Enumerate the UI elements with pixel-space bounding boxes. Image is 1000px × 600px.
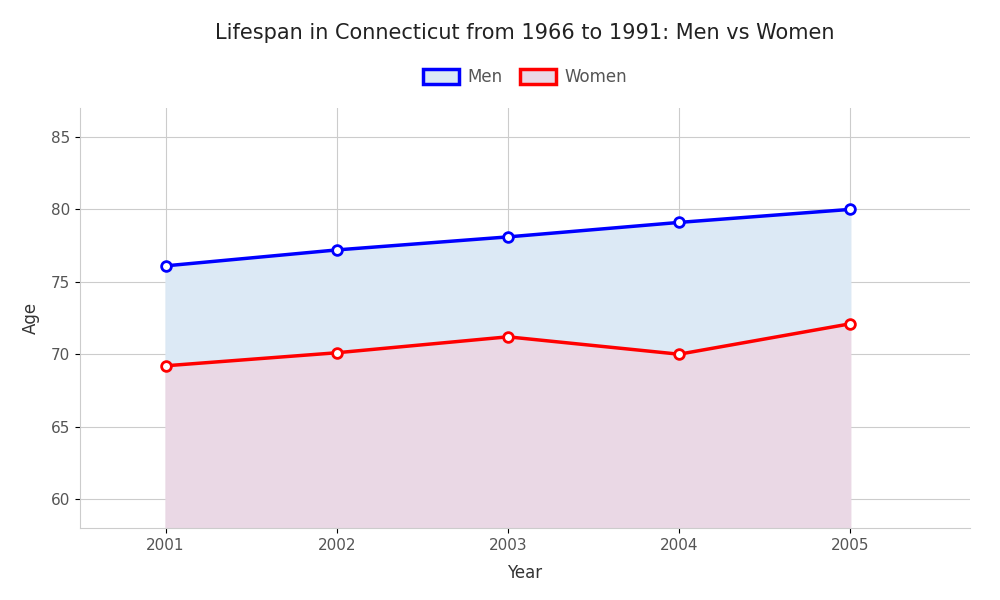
Y-axis label: Age: Age [22, 302, 40, 334]
X-axis label: Year: Year [507, 564, 543, 582]
Title: Lifespan in Connecticut from 1966 to 1991: Men vs Women: Lifespan in Connecticut from 1966 to 199… [215, 23, 835, 43]
Legend: Men, Women: Men, Women [416, 62, 634, 93]
